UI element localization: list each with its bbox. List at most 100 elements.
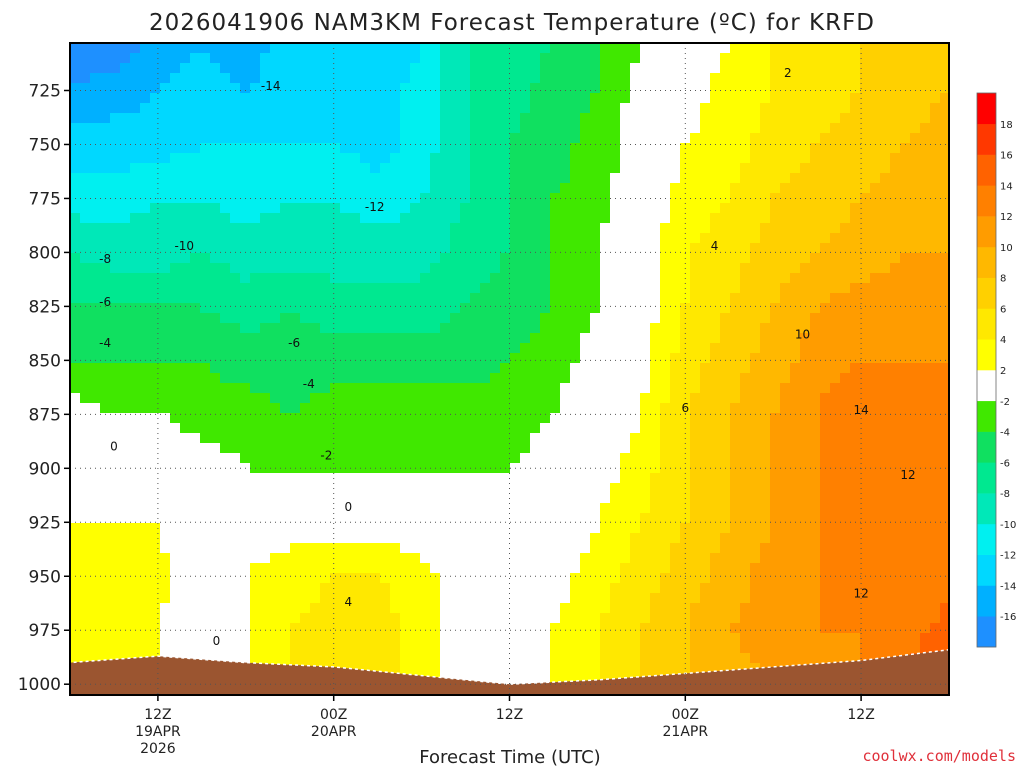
temp-cell — [540, 63, 551, 74]
temp-cell — [560, 473, 571, 484]
temp-cell — [550, 103, 561, 114]
temp-cell — [750, 533, 761, 544]
temp-cell — [100, 223, 111, 234]
temp-cell — [440, 533, 451, 544]
temp-cell — [730, 203, 741, 214]
temp-cell — [890, 143, 901, 154]
temp-cell — [570, 573, 581, 584]
temp-cell — [670, 603, 681, 614]
temp-cell — [270, 583, 281, 594]
temp-cell — [250, 83, 261, 94]
temp-cell — [520, 333, 531, 344]
temp-cell — [520, 423, 531, 434]
temp-cell — [330, 223, 341, 234]
temp-cell — [150, 163, 161, 174]
temp-cell — [540, 133, 551, 144]
temp-cell — [480, 603, 491, 614]
temp-cell — [410, 273, 421, 284]
temp-cell — [690, 303, 701, 314]
temp-cell — [440, 163, 451, 174]
temp-cell — [580, 443, 591, 454]
temp-cell — [460, 413, 471, 424]
temp-cell — [800, 53, 811, 64]
temp-cell — [420, 133, 431, 144]
temp-cell — [790, 573, 801, 584]
temp-cell — [120, 163, 131, 174]
temp-cell — [90, 203, 101, 214]
temp-cell — [100, 123, 111, 134]
temp-cell — [420, 93, 431, 104]
temp-cell — [490, 473, 501, 484]
temp-cell — [900, 423, 911, 434]
temp-cell — [210, 303, 221, 314]
temp-cell — [260, 63, 271, 74]
temp-cell — [870, 433, 881, 444]
temp-cell — [190, 333, 201, 344]
temp-cell — [660, 413, 671, 424]
temp-cell — [210, 373, 221, 384]
temp-cell — [490, 153, 501, 164]
temp-cell — [320, 413, 331, 424]
temp-cell — [740, 163, 751, 174]
temp-cell — [700, 583, 711, 594]
temp-cell — [850, 593, 861, 604]
temp-cell — [620, 433, 631, 444]
temp-cell — [170, 153, 181, 164]
temp-cell — [240, 503, 251, 514]
temp-cell — [770, 143, 781, 154]
temp-cell — [880, 433, 891, 444]
temp-cell — [850, 353, 861, 364]
temp-cell — [360, 563, 371, 574]
temp-cell — [660, 323, 671, 334]
temp-cell — [780, 43, 791, 54]
temp-cell — [340, 143, 351, 154]
temp-cell — [690, 573, 701, 584]
temp-cell — [500, 163, 511, 174]
temp-cell — [780, 303, 791, 314]
temp-cell — [110, 243, 121, 254]
temp-cell — [240, 603, 251, 614]
temp-cell — [120, 143, 131, 154]
temp-cell — [740, 253, 751, 264]
temp-cell — [830, 353, 841, 364]
temp-cell — [890, 393, 901, 404]
temp-cell — [650, 163, 661, 174]
temp-cell — [670, 163, 681, 174]
temp-cell — [320, 503, 331, 514]
temp-cell — [780, 173, 791, 184]
temp-cell — [820, 63, 831, 74]
temp-cell — [520, 283, 531, 294]
temp-cell — [630, 313, 641, 324]
temp-cell — [540, 423, 551, 434]
temp-cell — [560, 573, 571, 584]
temp-cell — [130, 423, 141, 434]
temp-cell — [670, 53, 681, 64]
temp-cell — [800, 133, 811, 144]
temp-cell — [400, 443, 411, 454]
temp-cell — [700, 183, 711, 194]
temp-cell — [700, 313, 711, 324]
temp-cell — [330, 233, 341, 244]
temp-cell — [160, 573, 171, 584]
temp-cell — [150, 283, 161, 294]
temp-cell — [450, 533, 461, 544]
temp-cell — [420, 413, 431, 424]
temp-cell — [410, 233, 421, 244]
temp-cell — [290, 563, 301, 574]
temp-cell — [460, 433, 471, 444]
temp-cell — [740, 583, 751, 594]
temp-cell — [530, 313, 541, 324]
temp-cell — [190, 253, 201, 264]
temp-cell — [790, 543, 801, 554]
temp-cell — [290, 303, 301, 314]
temp-cell — [120, 253, 131, 264]
temp-cell — [130, 293, 141, 304]
temp-cell — [790, 93, 801, 104]
temp-cell — [760, 203, 771, 214]
temp-cell — [230, 273, 241, 284]
temp-cell — [160, 43, 171, 54]
temp-cell — [710, 473, 721, 484]
temp-cell — [420, 273, 431, 284]
temp-cell — [710, 83, 721, 94]
temp-cell — [790, 153, 801, 164]
